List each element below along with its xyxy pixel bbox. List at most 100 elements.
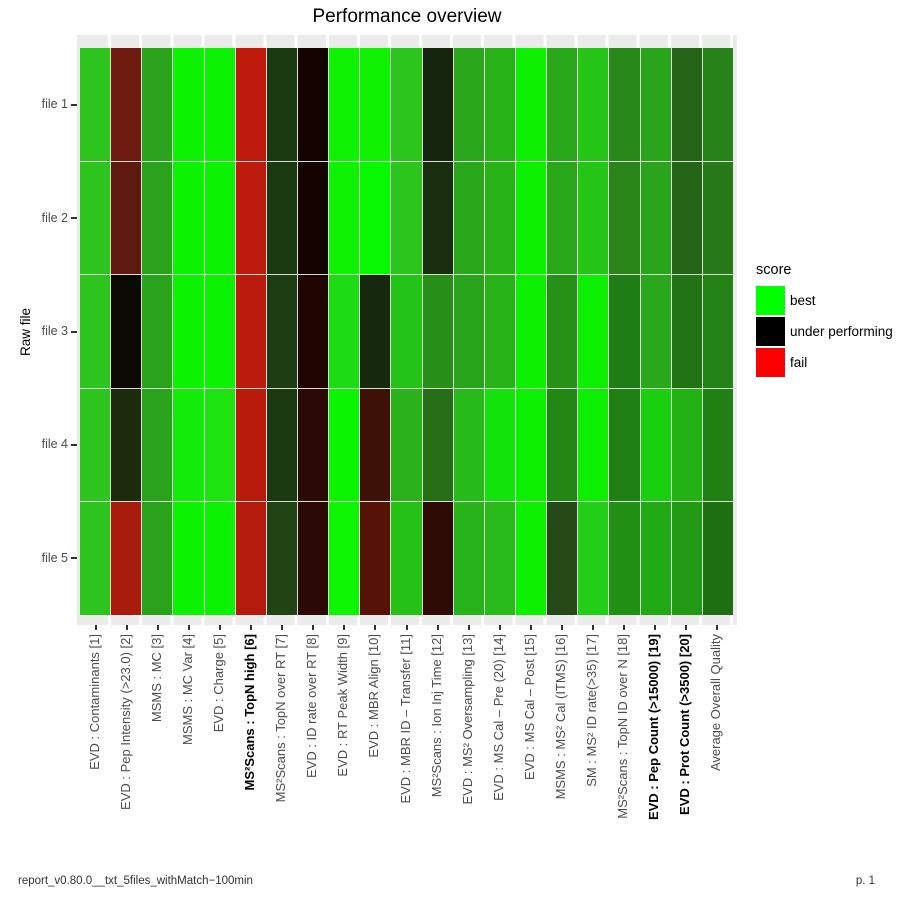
- heatmap-cell: [609, 502, 640, 615]
- x-tick: [685, 625, 688, 630]
- x-tick: [560, 625, 563, 630]
- heatmap-cell: [578, 48, 609, 161]
- heatmap-cell: [484, 161, 515, 275]
- legend-label: best: [790, 293, 816, 308]
- heatmap-cell: [235, 48, 266, 161]
- heatmap-cell: [422, 48, 453, 161]
- x-axis-label: MS²Scans : TopN high [6]: [242, 634, 258, 791]
- heatmap-cell: [360, 502, 391, 615]
- heatmap-cell: [609, 388, 640, 502]
- y-tick: [71, 330, 77, 333]
- x-axis-label: EVD : MBR ID – Transfer [11]: [397, 634, 413, 804]
- legend-items: best under performing fail: [756, 286, 898, 377]
- heatmap-cell: [204, 502, 235, 615]
- heatmap-cell: [360, 275, 391, 388]
- x-tick: [498, 625, 501, 630]
- heatmap-cell: [360, 388, 391, 502]
- x-tick: [467, 625, 470, 630]
- x-tick: [94, 625, 97, 630]
- heatmap-cell: [329, 48, 360, 161]
- heatmap-cell: [80, 502, 111, 615]
- heatmap-cell: [142, 502, 173, 615]
- legend-item: best: [756, 286, 898, 315]
- heatmap-cell: [578, 275, 609, 388]
- heatmap-cell: [80, 48, 111, 161]
- y-tick: [71, 103, 77, 106]
- heatmap-cell: [329, 502, 360, 615]
- x-tick: [156, 625, 159, 630]
- legend-key-swatch: [756, 286, 785, 315]
- heatmap-cell: [297, 48, 329, 161]
- heatmap-cell: [391, 502, 422, 615]
- heatmap-cell: [204, 48, 235, 161]
- x-tick: [250, 625, 253, 630]
- heatmap-cell: [671, 161, 702, 275]
- heatmap-cell: [484, 275, 515, 388]
- heatmap-cell: [578, 161, 609, 275]
- heatmap-cell: [702, 48, 733, 161]
- heatmap-cell: [453, 388, 484, 502]
- x-tick: [312, 625, 315, 630]
- y-axis-label: file 5: [41, 550, 68, 565]
- x-tick: [436, 625, 439, 630]
- x-axis-label: SM : MS² ID rate(>35) [17]: [584, 634, 600, 787]
- x-axis-label: MS²Scans : TopN over RT [7]: [273, 634, 289, 803]
- heatmap-cell: [391, 48, 422, 161]
- heatmap-panel: [77, 35, 737, 625]
- heatmap-cell: [204, 388, 235, 502]
- heatmap-cell: [609, 48, 640, 161]
- heatmap-cell: [297, 275, 329, 388]
- x-tick: [374, 625, 377, 630]
- legend-item: fail: [756, 348, 898, 377]
- heatmap-cell: [702, 275, 733, 388]
- heatmap-cell: [111, 48, 142, 161]
- x-axis-label: EVD : Contaminants [1]: [86, 634, 102, 770]
- heatmap-cell: [329, 161, 360, 275]
- heatmap-cell: [422, 502, 453, 615]
- x-axis-label: Average Overall Quality: [708, 634, 724, 772]
- heatmap-cell: [547, 388, 578, 502]
- heatmap-cell: [173, 502, 204, 615]
- x-tick: [343, 625, 346, 630]
- heatmap-cell: [80, 275, 111, 388]
- report-name: report_v0.80.0__txt_5files_withMatch−100…: [18, 875, 253, 887]
- heatmap-cell: [235, 502, 266, 615]
- x-axis-label: MSMS : MC [3]: [148, 634, 164, 723]
- x-axis-label: EVD : ID rate over RT [8]: [304, 634, 320, 779]
- x-axis-label: EVD : MS Cal – Pre (20) [14]: [490, 634, 506, 801]
- heatmap-cell: [266, 48, 297, 161]
- heatmap-cell: [609, 275, 640, 388]
- legend-label: under performing: [790, 324, 893, 339]
- heatmap-cell: [640, 275, 671, 388]
- heatmap-cell: [702, 388, 733, 502]
- heatmap-cell: [329, 275, 360, 388]
- heatmap-cell: [578, 502, 609, 615]
- heatmap-cell: [422, 275, 453, 388]
- heatmap-cell: [453, 161, 484, 275]
- x-axis-label: EVD : Pep Count (>15000) [19]: [646, 634, 662, 821]
- legend-key-swatch: [756, 317, 785, 346]
- heatmap-cell: [111, 275, 142, 388]
- chart-title: Performance overview: [312, 6, 502, 27]
- legend-key-swatch: [756, 348, 785, 377]
- heatmap-cell: [80, 161, 111, 275]
- heatmap-cell: [173, 388, 204, 502]
- heatmap-cell: [142, 161, 173, 275]
- heatmap-cell: [360, 161, 391, 275]
- heatmap-cell: [329, 388, 360, 502]
- heatmap-cell: [671, 388, 702, 502]
- x-tick: [405, 625, 408, 630]
- heatmap-cell: [204, 275, 235, 388]
- x-tick: [187, 625, 190, 630]
- x-tick: [529, 625, 532, 630]
- heatmap-cell: [297, 502, 329, 615]
- y-axis-label: file 4: [41, 437, 68, 452]
- x-tick: [218, 625, 221, 630]
- x-axis-label: EVD : RT Peak Width [9]: [335, 634, 351, 777]
- heatmap-cell: [484, 48, 515, 161]
- heatmap-cell: [702, 161, 733, 275]
- heatmap-cell: [173, 161, 204, 275]
- heatmap-cell: [422, 161, 453, 275]
- heatmap-cell: [111, 388, 142, 502]
- panel-gridlines-bottom: [80, 615, 733, 625]
